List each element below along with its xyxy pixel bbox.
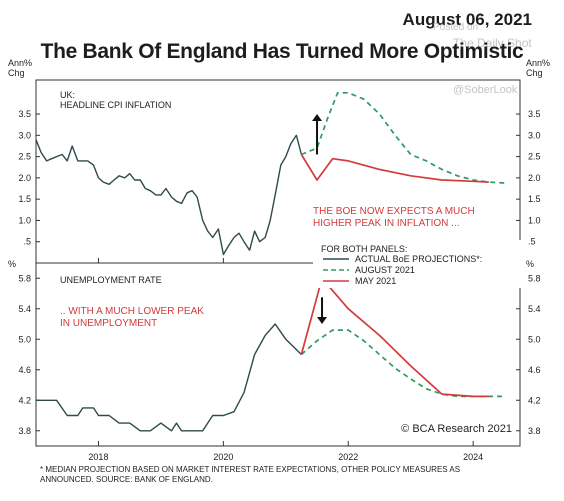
- footnote-line: ANNOUNCED. SOURCE: BANK OF ENGLAND.: [40, 475, 213, 484]
- y-tick-label-right: 4.2: [528, 395, 541, 405]
- footnote-line: * MEDIAN PROJECTION BASED ON MARKET INTE…: [40, 465, 460, 474]
- y-tick-label-left: 5.8: [18, 273, 31, 283]
- annotation-cpi-line: THE BOE NOW EXPECTS A MUCH: [313, 206, 475, 217]
- panel-title-cpi-line1: UK:: [60, 90, 75, 100]
- y-axis-unit-right: Chg: [526, 68, 543, 78]
- y-tick-label-left: 2.0: [18, 173, 31, 183]
- y-tick-label-right: 3.0: [528, 130, 541, 140]
- x-tick-label: 2024: [463, 452, 483, 462]
- y-tick-label-left: 2.5: [18, 152, 31, 162]
- annotation-arrow-head: [312, 114, 323, 122]
- series-line-actual-cpi: [35, 134, 303, 256]
- y-tick-label-right: 2.0: [528, 173, 541, 183]
- y-tick-label-right: 3.5: [528, 109, 541, 119]
- chart-title: The Bank Of England Has Turned More Opti…: [40, 40, 524, 63]
- y-tick-label-right: .5: [528, 237, 536, 247]
- series-line-may-2021-unemployment: [300, 277, 489, 398]
- annotation-unemployment-line: .. WITH A MUCH LOWER PEAK: [60, 306, 204, 317]
- x-tick-label: 2018: [88, 452, 108, 462]
- y-tick-label-left: 3.8: [18, 426, 31, 436]
- panel-title-unemployment: UNEMPLOYMENT RATE: [60, 275, 162, 285]
- series-line-august-2021-cpi: [301, 91, 505, 184]
- y-tick-label-right: 2.5: [528, 152, 541, 162]
- y-axis-unit-left: Ann%: [8, 58, 32, 68]
- watermark-posted: Posted on: [433, 22, 479, 33]
- series-line-actual-unemployment: [36, 323, 302, 432]
- credit-label: © BCA Research 2021: [401, 423, 512, 435]
- y-axis-unit-right: Ann%: [526, 58, 550, 68]
- legend-label: AUGUST 2021: [355, 265, 415, 275]
- y-axis-unit-left: Chg: [8, 68, 25, 78]
- x-tick-label: 2022: [338, 452, 358, 462]
- watermark-handle: @SoberLook: [453, 84, 518, 96]
- y-tick-label-left: 3.0: [18, 130, 31, 140]
- legend-box: [313, 240, 523, 288]
- y-axis-unit-right: %: [526, 259, 534, 269]
- legend-label: MAY 2021: [355, 276, 396, 286]
- watermark-daily-shot: The Daily Shot: [453, 36, 532, 50]
- y-tick-label-left: 1.0: [18, 215, 31, 225]
- series-line-august-2021-unemployment: [300, 329, 505, 398]
- annotation-arrow-head: [317, 317, 328, 324]
- date-label: August 06, 2021: [402, 10, 532, 29]
- y-tick-label-right: 5.0: [528, 334, 541, 344]
- y-tick-label-left: 5.0: [18, 334, 31, 344]
- series-line-may-2021-cpi: [300, 154, 489, 183]
- x-tick-label: 2020: [213, 452, 233, 462]
- y-tick-label-left: .5: [23, 237, 31, 247]
- legend-title: FOR BOTH PANELS:: [321, 244, 407, 254]
- y-tick-label-right: 5.4: [528, 304, 541, 314]
- y-tick-label-left: 4.6: [18, 365, 31, 375]
- annotation-cpi-line: HIGHER PEAK IN INFLATION ...: [313, 218, 460, 229]
- y-tick-label-right: 5.8: [528, 273, 541, 283]
- y-tick-label-right: 4.6: [528, 365, 541, 375]
- y-tick-label-right: 1.0: [528, 215, 541, 225]
- y-tick-label-left: 3.5: [18, 109, 31, 119]
- annotation-unemployment-line: IN UNEMPLOYMENT: [60, 318, 157, 329]
- y-tick-label-right: 1.5: [528, 194, 541, 204]
- legend-label: ACTUAL BoE PROJECTIONS*:: [355, 254, 482, 264]
- y-axis-unit-left: %: [8, 259, 16, 269]
- y-tick-label-left: 4.2: [18, 395, 31, 405]
- panel-title-cpi-line2: HEADLINE CPI INFLATION: [60, 100, 171, 110]
- y-tick-label-left: 1.5: [18, 194, 31, 204]
- y-tick-label-left: 5.4: [18, 304, 31, 314]
- y-tick-label-right: 3.8: [528, 426, 541, 436]
